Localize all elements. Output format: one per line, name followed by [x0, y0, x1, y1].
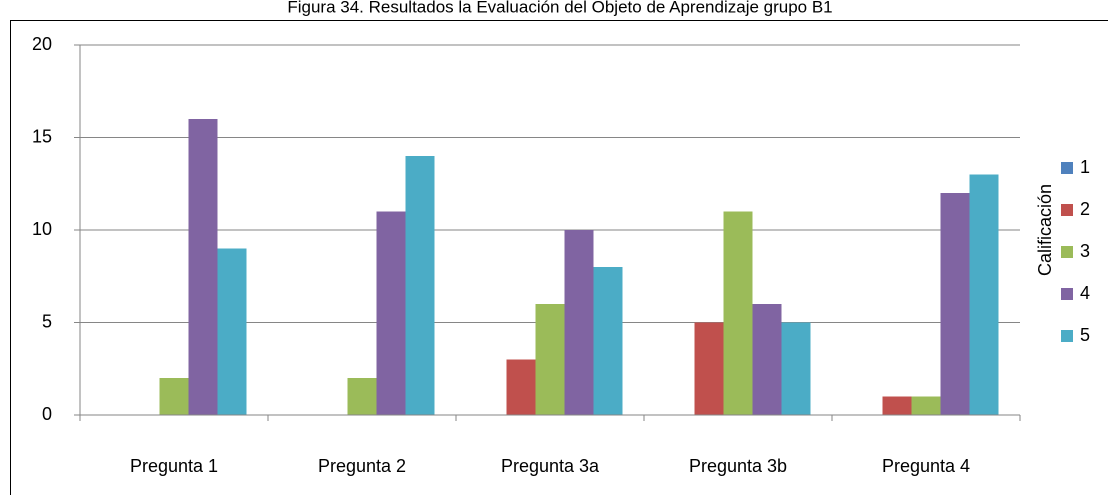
legend-label: 2 — [1080, 199, 1090, 219]
x-tick-label: Pregunta 2 — [318, 456, 406, 476]
bar — [376, 211, 406, 415]
bar — [882, 396, 912, 415]
bar — [535, 304, 565, 415]
x-tick-label: Pregunta 3b — [689, 456, 787, 476]
legend-swatch — [1061, 204, 1073, 216]
legend-label: 1 — [1080, 157, 1090, 177]
bar — [217, 248, 247, 415]
legend-label: 5 — [1080, 325, 1090, 345]
bar — [911, 396, 941, 415]
y-tick-label: 10 — [32, 219, 52, 239]
bar — [781, 322, 811, 415]
bar — [694, 322, 724, 415]
bar — [969, 174, 999, 415]
bar — [188, 119, 218, 415]
x-tick-label: Pregunta 4 — [882, 456, 970, 476]
bar — [940, 193, 970, 415]
bar — [159, 378, 189, 415]
bar — [347, 378, 377, 415]
bar — [593, 267, 623, 415]
bar — [723, 211, 753, 415]
legend-swatch — [1061, 246, 1073, 258]
legend-swatch — [1061, 330, 1073, 342]
bar — [506, 359, 536, 415]
y-tick-label: 0 — [42, 404, 52, 424]
y-tick-label: 5 — [42, 311, 52, 331]
bar — [564, 230, 594, 415]
legend-swatch — [1061, 288, 1073, 300]
legend-title: Calificación — [1035, 184, 1055, 276]
chart-title: Figura 34. Resultados la Evaluación del … — [287, 0, 832, 16]
bar — [405, 156, 435, 415]
x-tick-label: Pregunta 1 — [130, 456, 218, 476]
legend-label: 4 — [1080, 283, 1090, 303]
y-tick-label: 15 — [32, 126, 52, 146]
legend-swatch — [1061, 162, 1073, 174]
x-tick-label: Pregunta 3a — [501, 456, 600, 476]
bar — [752, 304, 782, 415]
legend-label: 3 — [1080, 241, 1090, 261]
y-tick-label: 20 — [32, 34, 52, 54]
